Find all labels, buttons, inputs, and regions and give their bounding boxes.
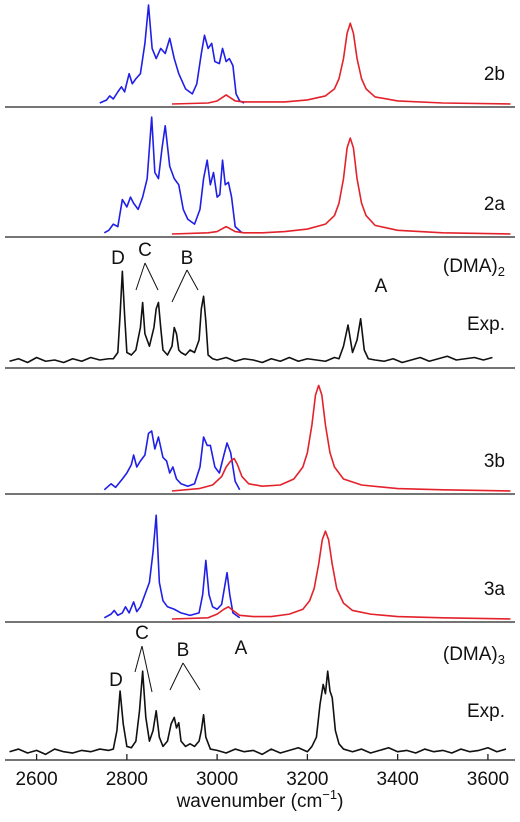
annotation-connector bbox=[182, 662, 201, 691]
x-axis-label-text: wavenumber (cm bbox=[176, 791, 323, 812]
annotation-connector bbox=[141, 645, 153, 693]
x-tick-label: 3200 bbox=[286, 769, 328, 790]
panel-label: 3b bbox=[484, 451, 505, 472]
spectrum-line bbox=[9, 270, 493, 364]
x-axis-label-end: ) bbox=[337, 791, 343, 812]
spectrum-line bbox=[9, 670, 507, 756]
spectrum-line bbox=[103, 116, 243, 234]
x-tick-label: 3600 bbox=[467, 769, 509, 790]
peak-annotation: D bbox=[109, 670, 123, 691]
panel-label-sub: 2 bbox=[498, 264, 505, 279]
peak-annotation: D bbox=[111, 248, 125, 269]
annotation-connector bbox=[134, 645, 143, 673]
panel-label-text: 2b bbox=[484, 64, 505, 85]
peak-annotation: A bbox=[235, 638, 248, 659]
x-tick-label: 3000 bbox=[196, 769, 238, 790]
annotation-connector bbox=[186, 269, 199, 291]
spectrum-line bbox=[171, 22, 511, 105]
panel-label: (DMA)3 bbox=[443, 644, 505, 667]
panel-label-text: 2a bbox=[484, 194, 506, 215]
peak-annotation: B bbox=[177, 640, 190, 661]
peak-annotation: C bbox=[138, 240, 152, 261]
x-tick-label: 2800 bbox=[106, 769, 148, 790]
spectrum-line bbox=[171, 530, 511, 620]
annotation-connector bbox=[135, 262, 146, 291]
panel-label-text: 3a bbox=[484, 579, 506, 600]
panel-label: 2a bbox=[484, 194, 506, 215]
x-axis-label-sup: −1 bbox=[322, 787, 337, 802]
panel-label: (DMA)2 bbox=[443, 256, 505, 279]
panel-label-sub: 3 bbox=[498, 652, 505, 667]
panel-label-text: (DMA) bbox=[443, 256, 498, 277]
panel-label-text: (DMA) bbox=[443, 644, 498, 665]
x-tick-label: 3400 bbox=[377, 769, 419, 790]
x-tick-label: 2600 bbox=[15, 769, 57, 790]
annotation-connector bbox=[171, 269, 188, 303]
spectrum-line bbox=[171, 137, 511, 235]
peak-annotation: C bbox=[135, 623, 149, 644]
peak-annotation: B bbox=[181, 248, 194, 269]
spectrum-line bbox=[103, 514, 241, 619]
peak-annotation: A bbox=[375, 276, 388, 297]
spectrum-line bbox=[99, 4, 245, 104]
x-axis-label: wavenumber (cm−1) bbox=[176, 787, 344, 812]
annotation-connector bbox=[169, 662, 184, 691]
spectrum-line bbox=[171, 384, 511, 492]
panel-label-text: 3b bbox=[484, 451, 505, 472]
panel-label: 2b bbox=[484, 64, 505, 85]
panel-sublabel: Exp. bbox=[467, 701, 505, 722]
spectrum-line bbox=[103, 430, 241, 491]
panel-label: 3a bbox=[484, 579, 506, 600]
panel-sublabel: Exp. bbox=[467, 314, 505, 335]
annotation-connector bbox=[144, 262, 159, 291]
